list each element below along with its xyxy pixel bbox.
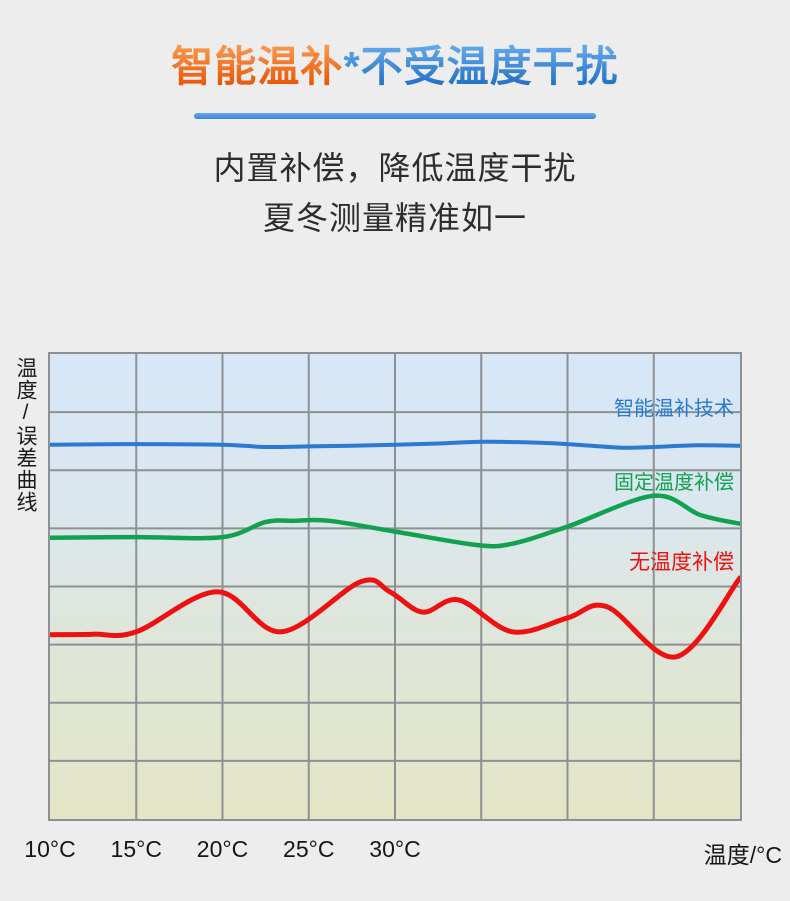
chart-canvas (50, 354, 740, 819)
title-underline (194, 113, 596, 119)
x-axis-unit-label: 温度/°C (703, 842, 782, 868)
x-tick-label: 25°C (283, 836, 335, 862)
x-axis-ticks: 10°C 15°C 20°C 25°C 30°C (0, 836, 790, 866)
legend-fixed-compensation: 固定温度补偿 (614, 472, 734, 494)
legend-smart-compensation: 智能温补技术 (614, 398, 734, 420)
legend-no-compensation: 无温度补偿 (629, 551, 734, 574)
x-tick-label: 10°C (24, 836, 76, 862)
subtitle-line-1: 内置补偿，降低温度干扰 (213, 150, 577, 186)
curve-0 (50, 439, 740, 450)
title-asterisk: * (343, 43, 361, 90)
title-highlight: 智能温补 (171, 43, 344, 90)
subtitle-line-2: 夏冬测量精准如一 (262, 200, 527, 236)
x-tick-label: 30°C (369, 836, 421, 862)
title-rest: 不受温度干扰 (360, 43, 619, 90)
curve-1 (50, 493, 740, 549)
y-axis-label: 温度/误差曲线 (14, 357, 37, 513)
page-title: 智能温补*不受温度干扰 (0, 42, 790, 92)
error-curve-chart: 智能温补技术 固定温度补偿 无温度补偿 (48, 352, 742, 821)
curve-2 (50, 575, 740, 660)
x-tick-label: 20°C (196, 836, 249, 862)
x-tick-label: 15°C (110, 836, 162, 862)
